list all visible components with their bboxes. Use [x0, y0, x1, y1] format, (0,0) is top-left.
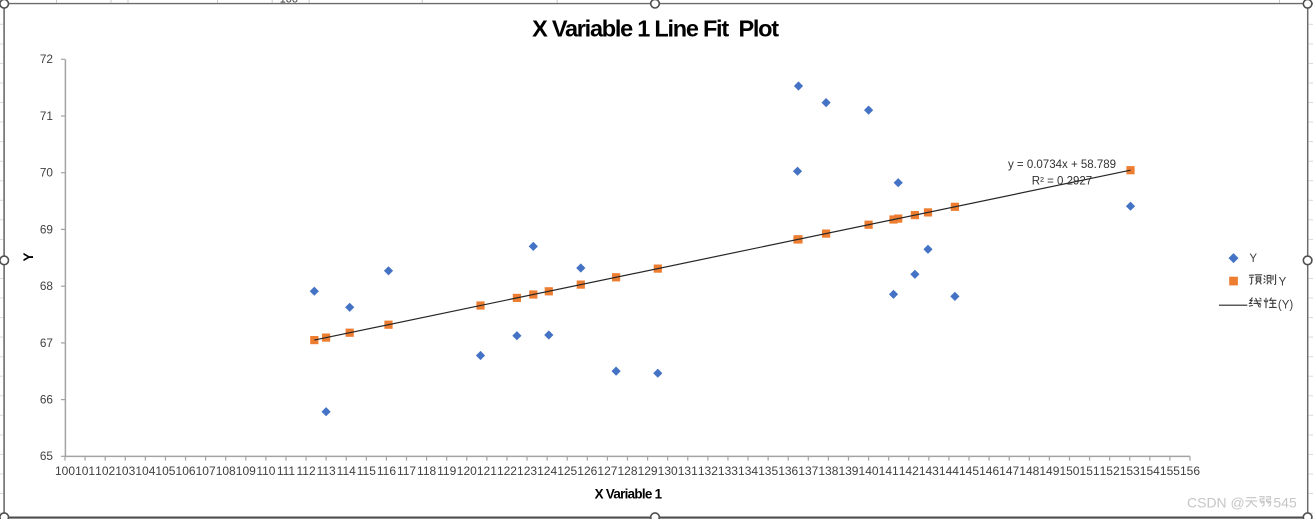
svg-text:106: 106 [176, 464, 196, 478]
svg-text:104: 104 [135, 464, 155, 478]
svg-text:66: 66 [40, 393, 54, 407]
svg-text:123: 123 [517, 464, 537, 478]
svg-text:136: 136 [778, 464, 798, 478]
svg-text:(Y): (Y) [1278, 299, 1294, 311]
svg-text:147: 147 [999, 464, 1019, 478]
svg-text:70: 70 [40, 166, 54, 180]
svg-text:110: 110 [256, 464, 275, 478]
svg-text:100: 100 [55, 464, 75, 478]
svg-text:X Variable 1: X Variable 1 [595, 486, 663, 501]
svg-text:145: 145 [959, 464, 979, 478]
svg-text:65: 65 [40, 449, 54, 463]
svg-text:120: 120 [457, 464, 477, 478]
svg-text:112: 112 [296, 464, 315, 478]
svg-text:114: 114 [337, 464, 356, 478]
svg-text:152: 152 [1100, 464, 1120, 478]
svg-text:140: 140 [859, 464, 879, 478]
svg-text:117: 117 [397, 464, 416, 478]
svg-text:143: 143 [919, 464, 939, 478]
svg-text:150: 150 [1059, 464, 1079, 478]
svg-text:144: 144 [939, 464, 959, 478]
svg-text:155: 155 [1160, 464, 1180, 478]
svg-text:545: 545 [1273, 494, 1297, 510]
svg-text:151: 151 [1080, 464, 1100, 478]
svg-text:X Variable 1 Line Fit Plot: X Variable 1 Line Fit Plot [532, 15, 779, 41]
svg-text:115: 115 [357, 464, 376, 478]
svg-text:132: 132 [698, 464, 718, 478]
svg-text:156: 156 [1180, 464, 1200, 478]
svg-text:69: 69 [40, 222, 53, 236]
svg-text:113: 113 [317, 464, 336, 478]
svg-text:67: 67 [40, 336, 53, 350]
svg-text:138: 138 [818, 464, 838, 478]
svg-text:100: 100 [280, 0, 298, 6]
svg-text:Y: Y [21, 252, 36, 261]
svg-text:107: 107 [196, 464, 216, 478]
svg-text:R² = 0.2927: R² = 0.2927 [1032, 175, 1092, 187]
svg-text:71: 71 [40, 109, 53, 123]
svg-text:111: 111 [277, 464, 296, 478]
svg-text:142: 142 [899, 464, 919, 478]
svg-text:131: 131 [678, 464, 698, 478]
svg-text:135: 135 [758, 464, 778, 478]
svg-text:105: 105 [155, 464, 175, 478]
svg-text:126: 126 [577, 464, 597, 478]
svg-text:139: 139 [838, 464, 858, 478]
svg-text:121: 121 [477, 464, 497, 478]
svg-text:154: 154 [1140, 464, 1160, 478]
svg-text:141: 141 [879, 464, 899, 478]
svg-text:153: 153 [1120, 464, 1140, 478]
svg-text:127: 127 [597, 464, 617, 478]
svg-text:118: 118 [417, 464, 436, 478]
svg-text:125: 125 [557, 464, 577, 478]
svg-text:y = 0.0734x + 58.789: y = 0.0734x + 58.789 [1008, 159, 1116, 171]
svg-text:134: 134 [738, 464, 758, 478]
svg-text:124: 124 [537, 464, 557, 478]
svg-text:109: 109 [236, 464, 256, 478]
svg-text:72: 72 [40, 52, 53, 66]
svg-text:108: 108 [216, 464, 236, 478]
svg-text:122: 122 [497, 464, 517, 478]
svg-text:116: 116 [377, 464, 396, 478]
svg-text:119: 119 [437, 464, 456, 478]
svg-text:128: 128 [617, 464, 637, 478]
svg-text:133: 133 [718, 464, 738, 478]
svg-text:148: 148 [1019, 464, 1039, 478]
svg-text:Y: Y [1249, 253, 1257, 265]
svg-text:103: 103 [115, 464, 135, 478]
svg-text:101: 101 [75, 464, 95, 478]
svg-text:137: 137 [798, 464, 818, 478]
svg-text:146: 146 [979, 464, 999, 478]
svg-text:129: 129 [638, 464, 658, 478]
svg-text:Y: Y [1279, 276, 1287, 288]
svg-text:CSDN @: CSDN @ [1187, 494, 1245, 510]
svg-text:149: 149 [1039, 464, 1059, 478]
svg-text:130: 130 [658, 464, 678, 478]
svg-text:68: 68 [40, 279, 54, 293]
svg-text:102: 102 [95, 464, 115, 478]
